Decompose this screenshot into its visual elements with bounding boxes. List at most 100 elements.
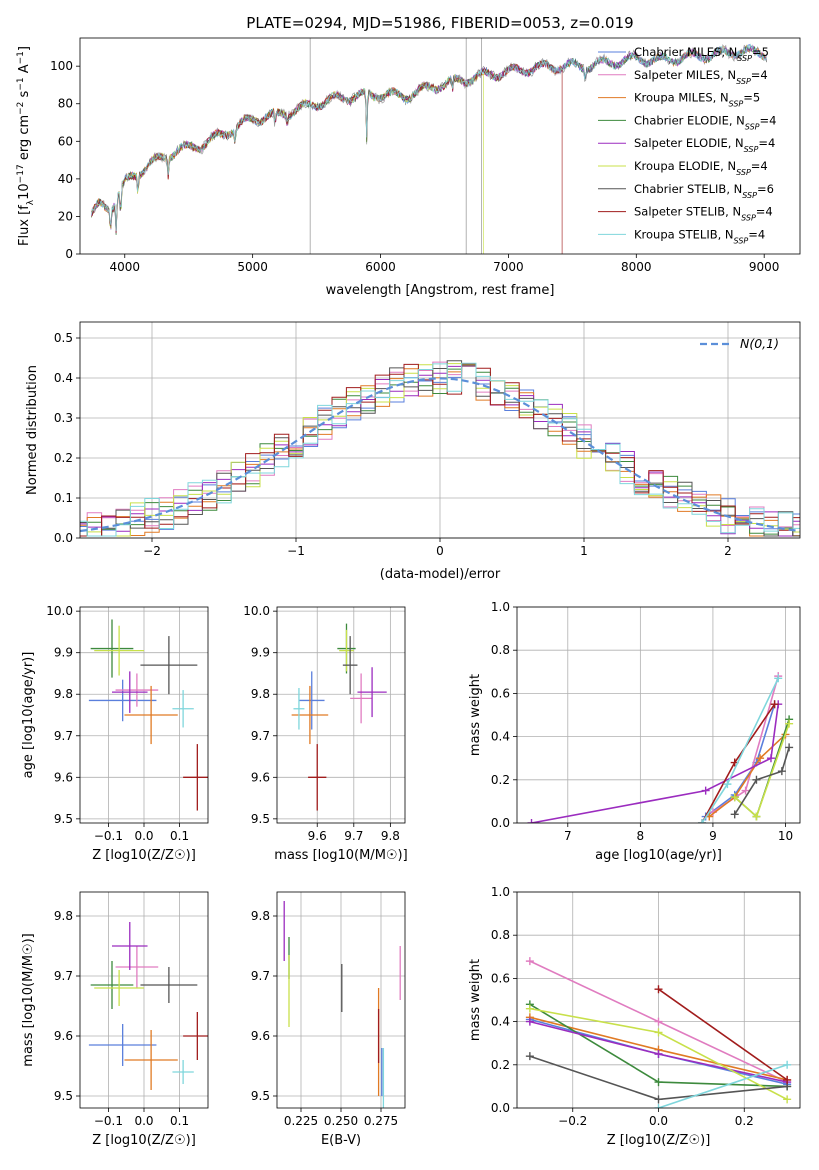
mass-weight-marker bbox=[756, 754, 765, 763]
y-tick-label: 40 bbox=[58, 172, 73, 186]
y-tick-label: 0.8 bbox=[491, 928, 510, 942]
x-axis-label: Z [log10(Z/Z☉)] bbox=[92, 848, 196, 863]
x-tick-label: 1 bbox=[580, 544, 588, 558]
legend-label-part: =6 bbox=[757, 182, 774, 196]
legend-label-part: SSP bbox=[745, 122, 760, 131]
y-axis-label-part: A bbox=[17, 64, 32, 77]
mass-vs-ebv-panel: 0.225 0.250 0.275 9.5 9.6 9.7 9.8 E(B-V) bbox=[251, 891, 406, 1148]
plot-area bbox=[91, 38, 768, 254]
mass-weight-marker bbox=[654, 1017, 663, 1026]
mass-weight-marker bbox=[701, 786, 710, 795]
legend-label: Salpeter STELIB, NSSP=4 bbox=[634, 205, 773, 223]
x-tick-label: −0.1 bbox=[94, 1114, 123, 1128]
mass-weight-marker bbox=[783, 1060, 792, 1069]
y-tick-label: 0.6 bbox=[491, 686, 510, 700]
legend-label-part: Salpeter ELODIE, N bbox=[634, 136, 744, 150]
y-tick-label: 9.7 bbox=[54, 969, 73, 983]
x-tick-label: 9.8 bbox=[381, 829, 400, 843]
y-axis-label: Normed distribution bbox=[25, 365, 40, 495]
plot-area bbox=[88, 922, 208, 1090]
axes-frame bbox=[276, 891, 406, 1109]
y-axis-label: age [log10(age/yr)] bbox=[21, 652, 36, 779]
figure-title: PLATE=0294, MJD=51986, FIBERID=0053, z=0… bbox=[246, 14, 633, 32]
legend-label-part: Salpeter STELIB, N bbox=[634, 205, 741, 219]
age-vs-metallicity-panel: −0.1 0.0 0.1 9.5 9.6 9.7 9.8 9.9 10.0 Z [log10(Z/… bbox=[21, 604, 209, 863]
y-tick-label: 9.5 bbox=[54, 812, 73, 826]
x-tick-label: 0.225 bbox=[284, 1114, 318, 1128]
legend-label: Chabrier ELODIE, NSSP=4 bbox=[634, 113, 776, 130]
y-tick-label: 9.6 bbox=[54, 770, 73, 784]
plot-area bbox=[283, 901, 401, 1108]
y-tick-label: 9.6 bbox=[54, 1029, 73, 1043]
mass-weight-marker bbox=[730, 793, 739, 802]
mass-weight-marker bbox=[785, 743, 794, 752]
y-axis-label-part: ] bbox=[17, 46, 32, 51]
x-tick-label: 8 bbox=[637, 829, 645, 843]
residual-histogram bbox=[80, 362, 800, 537]
y-axis-label-part: s bbox=[17, 90, 32, 101]
legend-label-part: Chabrier STELIB, N bbox=[634, 182, 742, 196]
residual-histogram bbox=[80, 360, 800, 537]
y-tick-label: 0.4 bbox=[491, 1015, 510, 1029]
x-tick-label: 0.1 bbox=[170, 1114, 189, 1128]
legend-label-part: SSP bbox=[729, 99, 744, 108]
legend-label-part: =4 bbox=[760, 113, 777, 127]
legend-label-part: SSP bbox=[737, 54, 752, 63]
y-tick-label: 0.2 bbox=[54, 451, 73, 465]
mass-weight-vs-metallicity-panel: −0.2 0.0 0.2 0.0 0.2 0.4 0.6 0.8 1.0 Z [log10(Z/Z… bbox=[468, 885, 801, 1148]
mass-weight-line bbox=[658, 1064, 788, 1108]
mass-weight-marker bbox=[752, 775, 761, 784]
y-tick-label: 60 bbox=[58, 134, 73, 148]
legend-label-part: =4 bbox=[751, 159, 768, 173]
y-tick-label: 0.2 bbox=[491, 773, 510, 787]
legend-label-part: =4 bbox=[751, 68, 768, 82]
x-tick-label: −0.1 bbox=[94, 829, 123, 843]
mass-weight-marker bbox=[785, 719, 794, 728]
x-axis-label: Z [log10(Z/Z☉)] bbox=[607, 1133, 711, 1148]
y-tick-label: 9.6 bbox=[251, 1029, 270, 1043]
y-tick-label: 0.1 bbox=[54, 491, 73, 505]
y-tick-label: 1.0 bbox=[491, 885, 510, 899]
mass-weight-marker bbox=[525, 1052, 534, 1061]
x-tick-label: 9.7 bbox=[344, 829, 363, 843]
mass-vs-metallicity-panel: −0.1 0.0 0.1 9.5 9.6 9.7 9.8 Z [log10(Z/Z☉)] mas… bbox=[21, 891, 209, 1148]
y-tick-label: 9.5 bbox=[54, 1089, 73, 1103]
y-tick-label: 9.9 bbox=[251, 646, 270, 660]
x-tick-label: 9 bbox=[709, 829, 717, 843]
mass-weight-marker bbox=[752, 812, 761, 821]
mass-weight-marker bbox=[654, 1050, 663, 1058]
y-axis-label-part: Flux [f bbox=[17, 205, 32, 246]
x-axis-label: age [log10(age/yr)] bbox=[595, 848, 722, 863]
x-tick-label: 0.0 bbox=[649, 1114, 668, 1128]
x-tick-label: −1 bbox=[287, 544, 305, 558]
y-tick-label: 9.6 bbox=[251, 770, 270, 784]
y-axis-label: mass weight bbox=[468, 959, 483, 1041]
mass-weight-marker bbox=[525, 1004, 534, 1013]
y-axis-label-part: λ bbox=[26, 199, 36, 205]
y-axis-label-part: −1 bbox=[16, 77, 26, 90]
legend-label-part: Kroupa STELIB, N bbox=[634, 227, 734, 241]
y-tick-label: 20 bbox=[58, 209, 73, 223]
mass-weight-marker bbox=[654, 1028, 663, 1037]
legend-label: Salpeter MILES, NSSP=4 bbox=[634, 68, 768, 86]
y-axis-label-part: −2 bbox=[16, 102, 26, 115]
y-tick-label: 100 bbox=[50, 59, 73, 73]
legend-label-part: =4 bbox=[756, 205, 773, 219]
x-tick-label: 7 bbox=[564, 829, 572, 843]
mass-weight-marker bbox=[783, 1075, 792, 1084]
legend-label-part: SSP bbox=[736, 76, 751, 85]
legend-label-part: SSP bbox=[736, 168, 751, 177]
y-tick-label: 9.7 bbox=[251, 729, 270, 743]
mass-weight-marker bbox=[525, 957, 534, 966]
legend-label-part: =5 bbox=[743, 91, 760, 105]
mass-weight-marker bbox=[741, 786, 750, 795]
legend-label-part: Kroupa MILES, N bbox=[634, 91, 729, 105]
x-tick-label: 0 bbox=[436, 544, 444, 558]
x-tick-label: 8000 bbox=[621, 260, 652, 274]
plot-area bbox=[88, 619, 208, 811]
mass-weight-line bbox=[705, 703, 776, 818]
y-tick-label: 0.6 bbox=[491, 971, 510, 985]
x-tick-label: 2 bbox=[724, 544, 732, 558]
x-tick-label: 0.275 bbox=[364, 1114, 398, 1128]
gaussian-curve bbox=[80, 377, 800, 533]
